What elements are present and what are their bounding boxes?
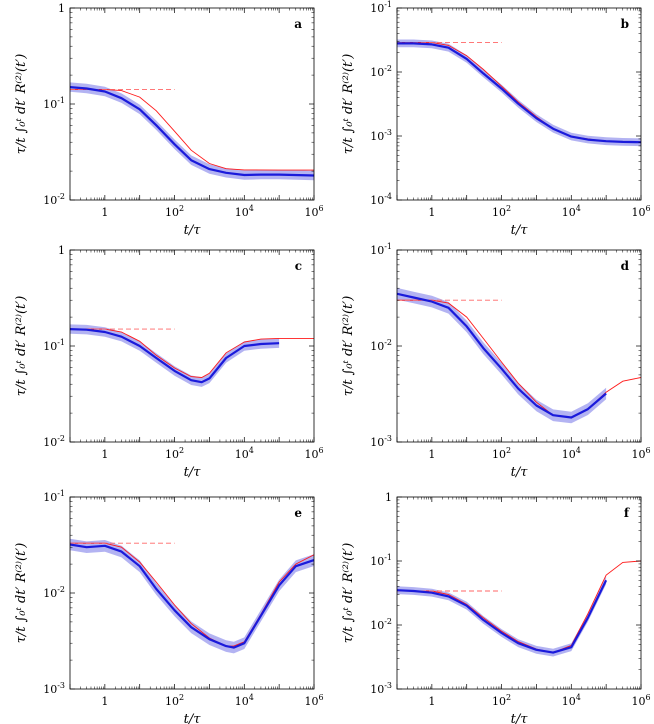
model-curve-b xyxy=(397,41,641,143)
y-tick-label: 10-4 xyxy=(370,192,392,207)
x-tick-label: 102 xyxy=(492,693,511,708)
x-tick-label: 104 xyxy=(235,693,254,708)
panel-c: 1 102 104 106 10-2 10-1 1 t/τ τ/t ∫₀ᵗ dt′ R⁽²⁾(t… xyxy=(14,244,324,480)
uncertainty-band-a xyxy=(70,82,314,181)
panel-letter: b xyxy=(621,17,629,31)
y-tick-label: 10-2 xyxy=(43,434,65,449)
model-curve-f xyxy=(397,560,641,654)
x-axis-label: t/τ xyxy=(184,223,202,238)
uncertainty-band-e xyxy=(70,538,314,654)
y-axis-label: τ/t ∫₀ᵗ dt′ R⁽²⁾(t′) xyxy=(14,296,29,397)
x-tick-label: 1 xyxy=(428,448,435,461)
y-tick-label: 10-2 xyxy=(370,617,392,632)
panel-b: 1 102 104 106 10-4 10-3 10-2 10-1 t/τ τ/t ∫₀ᵗ dt′… xyxy=(341,0,651,238)
x-tick-label: 102 xyxy=(165,204,184,219)
panel-f: 1 102 104 106 10-3 10-2 10-1 1 t/τ τ/t ∫₀ᵗ dt′ R⁽… xyxy=(341,491,651,724)
x-tick-label: 104 xyxy=(562,693,581,708)
data-curve-b xyxy=(397,42,641,144)
x-tick-label: 1 xyxy=(101,695,108,708)
y-axis-label: τ/t ∫₀ᵗ dt′ R⁽²⁾(t′) xyxy=(341,296,356,397)
panel-letter: c xyxy=(295,259,302,273)
x-axis-label: t/τ xyxy=(184,712,202,724)
y-tick-label: 1 xyxy=(58,244,65,257)
data-curve-e xyxy=(70,543,314,649)
plot-area-b xyxy=(397,39,641,147)
y-axis-label: τ/t ∫₀ᵗ dt′ R⁽²⁾(t′) xyxy=(341,54,356,155)
uncertainty-band-b xyxy=(397,39,641,147)
panel-letter: a xyxy=(294,17,302,31)
x-tick-label: 102 xyxy=(492,446,511,461)
x-tick-label: 106 xyxy=(631,204,650,219)
model-curve-a xyxy=(70,88,314,171)
y-tick-label: 10-2 xyxy=(370,338,392,353)
x-axis-label: t/τ xyxy=(511,712,529,724)
y-tick-label: 10-1 xyxy=(43,489,65,504)
panel-letter: e xyxy=(294,506,302,520)
x-tick-label: 102 xyxy=(165,693,184,708)
x-tick-label: 1 xyxy=(428,206,435,219)
y-tick-label: 10-1 xyxy=(370,242,392,257)
x-tick-label: 1 xyxy=(101,448,108,461)
axes-frame-d xyxy=(396,249,642,443)
x-tick-label: 102 xyxy=(492,204,511,219)
panel-d: 1 102 104 106 10-3 10-2 10-1 t/τ τ/t ∫₀ᵗ dt′ R⁽²… xyxy=(341,242,651,480)
plot-area-c xyxy=(70,324,314,387)
y-axis-label: τ/t ∫₀ᵗ dt′ R⁽²⁾(t′) xyxy=(341,543,356,644)
panel-letter: f xyxy=(624,506,630,520)
x-tick-label: 104 xyxy=(562,446,581,461)
plot-area-d xyxy=(397,287,641,424)
x-axis-label: t/τ xyxy=(184,465,202,480)
panel-e: 1 102 104 106 10-3 10-2 10-1 t/τ τ/t ∫₀ᵗ dt′ R⁽²… xyxy=(14,489,324,724)
plot-area-f xyxy=(397,560,641,657)
panel-letter: d xyxy=(621,259,630,273)
x-tick-label: 106 xyxy=(304,693,323,708)
x-tick-label: 1 xyxy=(428,695,435,708)
y-tick-label: 10-2 xyxy=(43,192,65,207)
y-tick-label: 10-3 xyxy=(370,434,392,449)
x-tick-label: 104 xyxy=(235,446,254,461)
panel-a: 1 102 104 106 10-2 10-1 1 t/τ τ/t ∫₀ᵗ dt′ R⁽²⁾(t… xyxy=(14,2,324,238)
x-tick-label: 102 xyxy=(165,446,184,461)
y-tick-label: 10-2 xyxy=(370,64,392,79)
uncertainty-band-f xyxy=(397,576,607,657)
data-curve-d xyxy=(397,292,607,419)
data-curve-c xyxy=(70,328,280,384)
plot-area-a xyxy=(70,82,314,181)
plot-area-e xyxy=(70,538,314,654)
x-axis-label: t/τ xyxy=(511,465,529,480)
x-tick-label: 104 xyxy=(562,204,581,219)
x-tick-label: 106 xyxy=(304,204,323,219)
y-tick-label: 10-1 xyxy=(370,553,392,568)
y-tick-label: 10-1 xyxy=(370,0,392,15)
y-tick-label: 10-3 xyxy=(370,681,392,696)
y-axis-label: τ/t ∫₀ᵗ dt′ R⁽²⁾(t′) xyxy=(14,54,29,155)
uncertainty-band-c xyxy=(70,324,280,387)
data-curve-f xyxy=(397,579,608,654)
x-tick-label: 106 xyxy=(631,446,650,461)
data-curve-a xyxy=(70,86,314,177)
x-tick-label: 106 xyxy=(304,446,323,461)
uncertainty-band-d xyxy=(397,287,607,424)
y-tick-label: 1 xyxy=(58,2,65,15)
axes-frame-f xyxy=(396,496,642,690)
y-tick-label: 10-2 xyxy=(43,585,65,600)
x-tick-label: 104 xyxy=(235,204,254,219)
y-tick-label: 10-3 xyxy=(370,128,392,143)
y-tick-label: 10-1 xyxy=(43,338,65,353)
x-axis-label: t/τ xyxy=(511,223,529,238)
axes-frame-b xyxy=(396,7,642,201)
x-tick-label: 106 xyxy=(631,693,650,708)
y-axis-label: τ/t ∫₀ᵗ dt′ R⁽²⁾(t′) xyxy=(14,543,29,644)
y-tick-label: 10-1 xyxy=(43,96,65,111)
model-curve-c xyxy=(70,328,314,378)
y-tick-label: 1 xyxy=(385,491,392,504)
y-tick-label: 10-3 xyxy=(43,681,65,696)
x-tick-label: 1 xyxy=(101,206,108,219)
